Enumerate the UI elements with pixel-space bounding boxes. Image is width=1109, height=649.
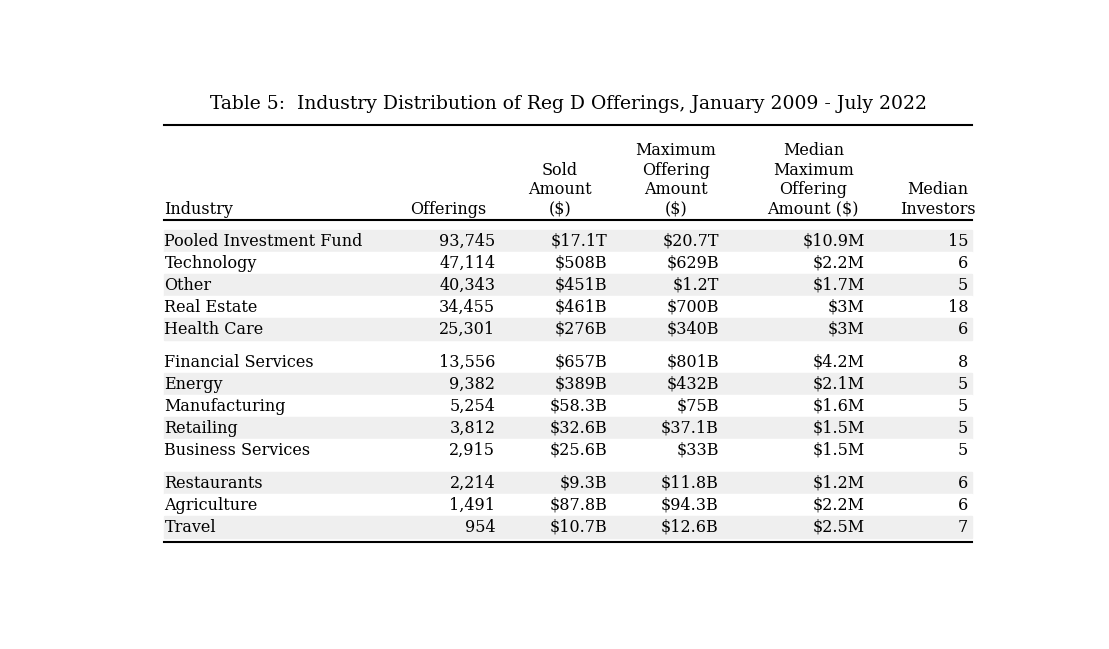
Text: $37.1B: $37.1B [661,420,719,437]
Text: $1.5M: $1.5M [813,420,865,437]
Text: 8: 8 [958,354,968,371]
Bar [164,439,973,461]
Text: Table 5:  Industry Distribution of Reg D Offerings, January 2009 - July 2022: Table 5: Industry Distribution of Reg D … [210,95,927,114]
Bar [164,252,973,275]
Text: $2.2M: $2.2M [813,255,865,272]
Bar [164,275,973,296]
Text: 5: 5 [958,276,968,294]
Text: 954: 954 [465,519,496,535]
Text: $1.6M: $1.6M [813,398,865,415]
Text: Travel: Travel [164,519,216,535]
Bar [164,351,973,373]
Text: $340B: $340B [667,321,719,337]
Text: $657B: $657B [554,354,607,371]
Text: Maximum
Offering
Amount
($): Maximum Offering Amount ($) [635,142,716,218]
Text: $9.3B: $9.3B [559,474,607,492]
Bar [164,417,973,439]
Text: 2,915: 2,915 [449,442,496,459]
Text: $12.6B: $12.6B [661,519,719,535]
Text: $461B: $461B [554,299,607,316]
Text: Agriculture: Agriculture [164,496,257,513]
Text: $629B: $629B [667,255,719,272]
Text: 2,214: 2,214 [449,474,496,492]
Text: 18: 18 [947,299,968,316]
Text: $1.7M: $1.7M [813,276,865,294]
Bar [164,516,973,538]
Text: 5,254: 5,254 [449,398,496,415]
Text: $87.8B: $87.8B [549,496,607,513]
Text: Energy: Energy [164,376,223,393]
Text: 13,556: 13,556 [439,354,496,371]
Text: 25,301: 25,301 [439,321,496,337]
Text: $276B: $276B [554,321,607,337]
Text: $700B: $700B [667,299,719,316]
Text: $2.2M: $2.2M [813,496,865,513]
Text: Retailing: Retailing [164,420,238,437]
Text: 40,343: 40,343 [439,276,496,294]
Text: Real Estate: Real Estate [164,299,257,316]
Text: $2.5M: $2.5M [813,519,865,535]
Text: Median
Maximum
Offering
Amount ($): Median Maximum Offering Amount ($) [767,142,859,218]
Text: $17.1T: $17.1T [550,233,607,250]
Text: 6: 6 [958,255,968,272]
Text: 93,745: 93,745 [439,233,496,250]
Text: $33B: $33B [676,442,719,459]
Text: Pooled Investment Fund: Pooled Investment Fund [164,233,363,250]
Text: Health Care: Health Care [164,321,264,337]
Text: $25.6B: $25.6B [549,442,607,459]
Text: $3M: $3M [828,321,865,337]
Text: 5: 5 [958,420,968,437]
Text: $432B: $432B [667,376,719,393]
Text: $1.2M: $1.2M [813,474,865,492]
Text: $94.3B: $94.3B [661,496,719,513]
Text: 9,382: 9,382 [449,376,496,393]
Text: Technology: Technology [164,255,257,272]
Text: 15: 15 [947,233,968,250]
Text: 6: 6 [958,496,968,513]
Text: Sold
Amount
($): Sold Amount ($) [528,162,591,218]
Text: 6: 6 [958,474,968,492]
Text: $508B: $508B [554,255,607,272]
Text: $801B: $801B [667,354,719,371]
Text: $389B: $389B [554,376,607,393]
Text: Restaurants: Restaurants [164,474,263,492]
Bar [164,230,973,252]
Text: Offerings: Offerings [410,201,486,218]
Text: $4.2M: $4.2M [813,354,865,371]
Text: Other: Other [164,276,212,294]
Text: Business Services: Business Services [164,442,311,459]
Text: 5: 5 [958,442,968,459]
Text: 5: 5 [958,398,968,415]
Bar [164,318,973,340]
Text: Industry: Industry [164,201,233,218]
Text: $10.7B: $10.7B [549,519,607,535]
Text: Median
Investors: Median Investors [901,181,976,218]
Text: $1.5M: $1.5M [813,442,865,459]
Text: 47,114: 47,114 [439,255,496,272]
Text: $1.2T: $1.2T [672,276,719,294]
Text: $20.7T: $20.7T [662,233,719,250]
Text: $2.1M: $2.1M [813,376,865,393]
Text: 3,812: 3,812 [449,420,496,437]
Bar [164,373,973,395]
Bar [164,296,973,318]
Text: $58.3B: $58.3B [549,398,607,415]
Bar [164,494,973,516]
Text: Financial Services: Financial Services [164,354,314,371]
Text: 1,491: 1,491 [449,496,496,513]
Text: $75B: $75B [676,398,719,415]
Text: $32.6B: $32.6B [549,420,607,437]
Text: $10.9M: $10.9M [803,233,865,250]
Text: $11.8B: $11.8B [661,474,719,492]
Text: 34,455: 34,455 [439,299,496,316]
Text: 5: 5 [958,376,968,393]
Bar [164,472,973,494]
Text: 7: 7 [958,519,968,535]
Bar [164,395,973,417]
Text: $451B: $451B [554,276,607,294]
Text: $3M: $3M [828,299,865,316]
Text: Manufacturing: Manufacturing [164,398,286,415]
Text: 6: 6 [958,321,968,337]
